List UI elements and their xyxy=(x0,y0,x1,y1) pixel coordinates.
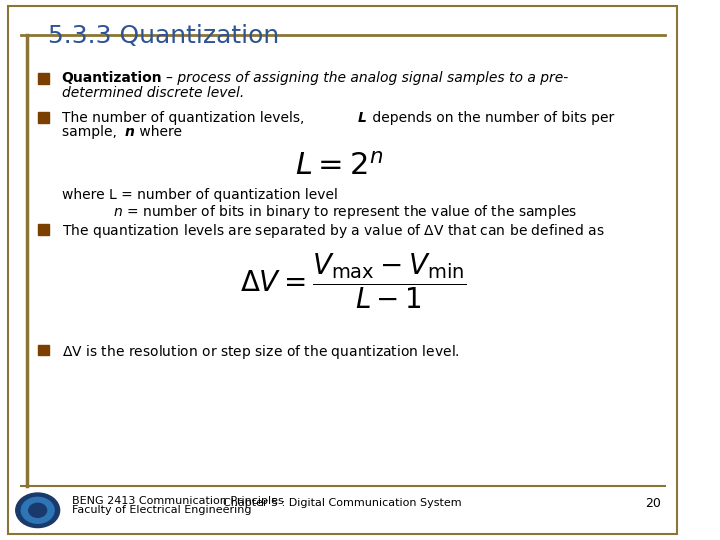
Text: Chapter 5 : Digital Communication System: Chapter 5 : Digital Communication System xyxy=(223,498,462,508)
Text: – process of assigning the analog signal samples to a pre-: – process of assigning the analog signal… xyxy=(166,71,568,85)
Text: determined discrete level.: determined discrete level. xyxy=(62,86,244,100)
Text: 5.3.3 Quantization: 5.3.3 Quantization xyxy=(48,24,279,48)
Circle shape xyxy=(22,497,54,523)
Text: The quantization levels are separated by a value of $\Delta$V that can be define: The quantization levels are separated by… xyxy=(62,222,604,240)
Text: sample,: sample, xyxy=(62,125,121,139)
Text: where: where xyxy=(135,125,182,139)
Bar xyxy=(37,112,50,123)
Text: n: n xyxy=(125,125,135,139)
Bar xyxy=(37,73,50,84)
Text: where L = number of quantization level: where L = number of quantization level xyxy=(62,188,338,202)
Text: The number of quantization levels,: The number of quantization levels, xyxy=(62,111,308,125)
Text: BENG 2413 Communication Principles: BENG 2413 Communication Principles xyxy=(72,496,284,506)
Circle shape xyxy=(16,493,60,528)
Circle shape xyxy=(29,503,47,517)
Text: 20: 20 xyxy=(645,497,661,510)
Text: $\Delta$V is the resolution or step size of the quantization level.: $\Delta$V is the resolution or step size… xyxy=(62,343,459,361)
Text: $n$ = number of bits in binary to represent the value of the samples: $n$ = number of bits in binary to repres… xyxy=(113,203,577,221)
Bar xyxy=(37,224,50,235)
Text: depends on the number of bits per: depends on the number of bits per xyxy=(368,111,614,125)
Text: $L = 2^n$: $L = 2^n$ xyxy=(294,152,383,181)
Text: Quantization: Quantization xyxy=(62,71,162,85)
Bar xyxy=(37,345,50,355)
Text: $\Delta V = \dfrac{V_{\mathrm{max}} - V_{\mathrm{min}}}{L - 1}$: $\Delta V = \dfrac{V_{\mathrm{max}} - V_… xyxy=(240,251,467,310)
Text: L: L xyxy=(358,111,366,125)
Text: Faculty of Electrical Engineering: Faculty of Electrical Engineering xyxy=(72,505,251,515)
